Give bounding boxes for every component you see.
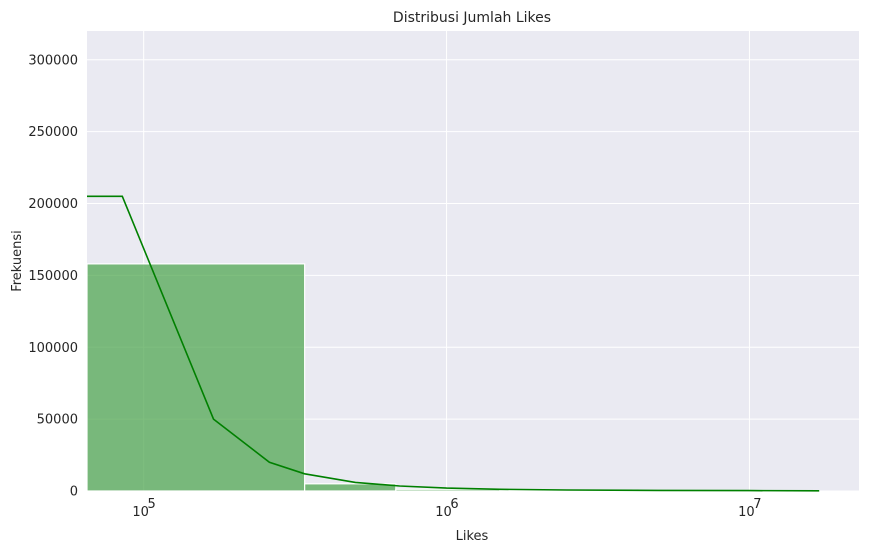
y-axis-label: Frekuensi	[10, 230, 25, 292]
x-axis-label: Likes	[456, 529, 489, 544]
x-tick-label: 10	[738, 505, 755, 520]
x-tick-exponent: 7	[753, 497, 761, 512]
y-tick-label: 100000	[28, 341, 78, 356]
y-tick-label: 150000	[28, 269, 78, 284]
x-tick-label: 10	[132, 505, 149, 520]
density-line	[87, 195, 820, 492]
x-tick-label: 10	[435, 505, 452, 520]
chart-title: Distribusi Jumlah Likes	[393, 10, 551, 26]
x-tick-exponent: 5	[148, 497, 156, 512]
y-tick-label: 250000	[28, 125, 78, 140]
y-tick-label: 200000	[28, 197, 78, 212]
y-tick-label: 300000	[28, 53, 78, 68]
x-tick-exponent: 6	[450, 497, 458, 512]
y-tick-label: 0	[70, 485, 78, 500]
histogram-bar	[304, 483, 397, 492]
y-tick-label: 50000	[37, 413, 78, 428]
y-axis-ticks: 0 50000 100000 150000 200000 250000 300000	[28, 53, 78, 499]
density-lines	[87, 195, 820, 492]
